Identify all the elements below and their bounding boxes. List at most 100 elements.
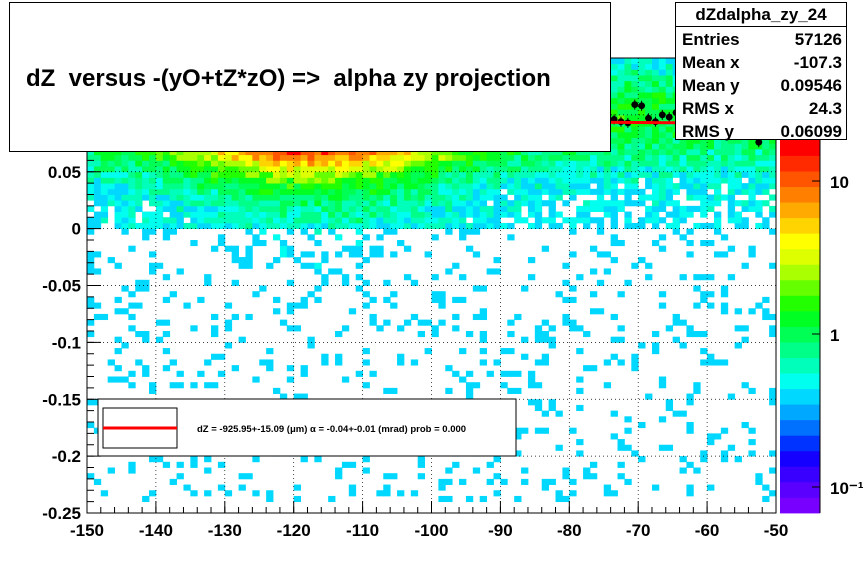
heatmap-cell: [293, 149, 301, 156]
heatmap-cell: [355, 251, 363, 258]
heatmap-cell: [266, 359, 274, 366]
heatmap-cell: [445, 495, 453, 503]
heatmap-cell: [355, 154, 363, 161]
heatmap-cell: [397, 154, 405, 161]
heatmap-cell: [658, 63, 667, 70]
heatmap-cell: [686, 137, 694, 144]
heatmap-cell: [445, 205, 453, 212]
heatmap-cell: [507, 188, 515, 195]
heatmap-cell: [355, 274, 363, 281]
heatmap-cell: [686, 149, 694, 156]
heatmap-cell: [424, 183, 432, 190]
heatmap-cell: [369, 313, 377, 321]
heatmap-cell: [658, 291, 667, 298]
heatmap-cell: [589, 171, 598, 178]
heatmap-cell: [410, 188, 419, 195]
heatmap-cell: [149, 217, 157, 224]
heatmap-cell: [741, 205, 749, 212]
heatmap-cell: [162, 331, 171, 338]
heatmap-cell: [224, 342, 233, 349]
heatmap-cell: [376, 166, 384, 173]
heatmap-cell: [459, 296, 467, 303]
heatmap-cell: [211, 245, 219, 252]
fit-legend: dZ = -925.95+-15.09 (μm) α = -0.04+-0.01…: [97, 398, 517, 457]
heatmap-cell: [727, 211, 736, 218]
heatmap-cell: [155, 183, 164, 190]
heatmap-cell: [121, 217, 129, 224]
heatmap-cell: [589, 205, 598, 212]
heatmap-cell: [541, 336, 550, 343]
heatmap-cell: [534, 166, 543, 173]
heatmap-cell: [341, 461, 350, 468]
heatmap-cell: [514, 427, 522, 434]
heatmap-cell: [734, 188, 742, 195]
heatmap-cell: [665, 63, 674, 70]
heatmap-cell: [707, 222, 715, 230]
heatmap-cell: [224, 319, 233, 326]
heatmap-cell: [707, 291, 715, 298]
heatmap-cell: [114, 211, 122, 218]
heatmap-cell: [197, 160, 205, 167]
heatmap-cell: [610, 166, 618, 173]
heatmap-cell: [162, 228, 171, 235]
heatmap-cell: [348, 200, 357, 207]
heatmap-cell: [314, 166, 322, 173]
heatmap-cell: [665, 75, 674, 82]
heatmap-cell: [583, 205, 591, 212]
heatmap-cell: [93, 222, 102, 230]
heatmap-cell: [548, 160, 556, 167]
heatmap-cell: [603, 251, 612, 258]
heatmap-cell: [486, 171, 494, 178]
heatmap-cell: [658, 97, 667, 104]
heatmap-cell: [273, 188, 281, 195]
heatmap-cell: [707, 149, 715, 156]
heatmap-cell: [583, 154, 591, 161]
heatmap-cell: [403, 160, 412, 167]
heatmap-cell: [555, 490, 563, 497]
heatmap-cell: [279, 393, 288, 400]
heatmap-cell: [500, 160, 508, 167]
heatmap-cell: [479, 188, 488, 195]
heatmap-cell: [583, 467, 591, 474]
heatmap-cell: [548, 404, 556, 412]
heatmap-cell: [252, 171, 260, 178]
heatmap-cell: [286, 171, 295, 178]
heatmap-cell: [720, 143, 729, 150]
heatmap-cell: [486, 461, 494, 468]
heatmap-cell: [355, 245, 363, 252]
heatmap-cell: [107, 166, 115, 173]
heatmap-cell: [93, 149, 102, 156]
heatmap-cell: [541, 177, 550, 184]
heatmap-cell: [645, 166, 653, 173]
heatmap-cell: [493, 149, 501, 156]
heatmap-cell: [245, 211, 253, 218]
heatmap-cell: [672, 336, 680, 343]
heatmap-cell: [87, 217, 95, 224]
heatmap-cell: [465, 205, 474, 212]
heatmap-cell: [769, 149, 777, 156]
heatmap-cell: [459, 348, 467, 355]
heatmap-cell: [335, 222, 343, 230]
heatmap-cell: [424, 194, 432, 201]
heatmap-cell: [390, 171, 398, 178]
heatmap-cell: [114, 160, 122, 167]
heatmap-cell: [93, 166, 102, 173]
heatmap-cell: [548, 211, 556, 218]
heatmap-cell: [424, 200, 432, 207]
heatmap-cell: [769, 171, 777, 178]
heatmap-cell: [307, 149, 315, 156]
stat-value: 24.3: [808, 99, 842, 118]
heatmap-cell: [645, 126, 653, 133]
heatmap-cell: [514, 188, 522, 195]
heatmap-cell: [321, 217, 329, 224]
heatmap-cell: [410, 166, 419, 173]
heatmap-cell: [224, 166, 233, 173]
heatmap-cell: [665, 171, 674, 178]
heatmap-cell: [211, 177, 219, 184]
heatmap-cell: [720, 302, 729, 309]
heatmap-cell: [286, 308, 295, 315]
stats-box: dZdalpha_zy_24 Entries 57126 Mean x -107.3…: [675, 2, 847, 141]
heatmap-cell: [727, 177, 736, 184]
heatmap-cell: [521, 171, 529, 178]
heatmap-cell: [500, 154, 508, 161]
